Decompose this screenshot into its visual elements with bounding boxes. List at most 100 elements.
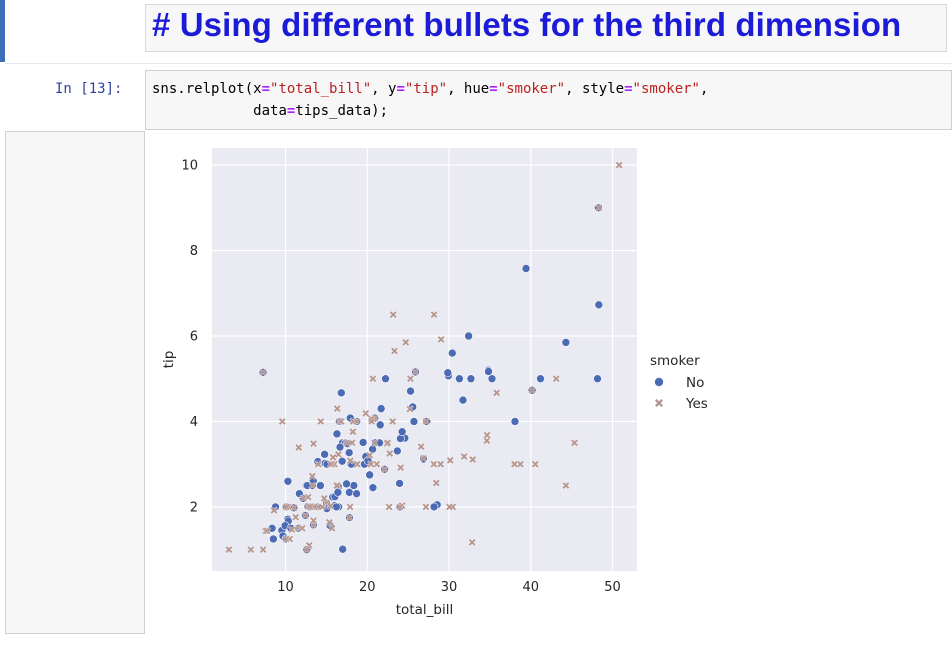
point-yes bbox=[385, 449, 394, 458]
point-no bbox=[487, 374, 497, 384]
point-no bbox=[358, 438, 368, 447]
y-tick-label: 10 bbox=[181, 159, 198, 174]
point-no bbox=[283, 476, 293, 486]
legend-no-label: No bbox=[686, 375, 704, 391]
point-no bbox=[593, 374, 602, 384]
point-no bbox=[397, 427, 407, 437]
point-yes bbox=[380, 465, 389, 474]
point-yes bbox=[422, 417, 431, 426]
point-yes bbox=[345, 513, 354, 522]
point-yes bbox=[308, 481, 317, 490]
point-yes bbox=[562, 481, 570, 490]
point-no bbox=[455, 374, 464, 384]
scatter-plot: 10 20 30 40 50 2 4 6 8 10 total_bill tip smoker N… bbox=[152, 138, 732, 628]
point-no bbox=[332, 429, 342, 439]
point-yes bbox=[337, 417, 346, 426]
point-no bbox=[344, 448, 354, 457]
point-no bbox=[333, 488, 343, 497]
point-yes bbox=[516, 460, 525, 469]
legend: smoker No Yes bbox=[650, 353, 708, 412]
markdown-cell[interactable]: # Using different bullets for the third … bbox=[0, 0, 952, 62]
point-yes bbox=[301, 511, 310, 520]
point-no bbox=[368, 483, 378, 492]
point-no bbox=[443, 368, 453, 378]
point-yes bbox=[294, 443, 303, 452]
point-yes bbox=[259, 368, 267, 377]
point-yes bbox=[396, 503, 404, 511]
point-yes bbox=[278, 417, 287, 426]
point-yes bbox=[298, 524, 307, 533]
point-no bbox=[381, 374, 390, 384]
point-yes bbox=[411, 368, 420, 376]
markdown-heading-text: # Using different bullets for the third … bbox=[152, 6, 902, 43]
point-yes bbox=[367, 460, 375, 469]
x-tick-label: 20 bbox=[359, 580, 376, 595]
point-yes bbox=[401, 338, 410, 347]
point-yes bbox=[314, 460, 323, 469]
point-no bbox=[345, 488, 354, 497]
point-no bbox=[342, 479, 351, 489]
point-yes bbox=[302, 545, 311, 554]
point-no bbox=[349, 481, 359, 490]
x-tick-label: 40 bbox=[522, 580, 539, 595]
point-yes bbox=[369, 374, 377, 383]
code-line-1: sns.relplot(x="total_bill", y="tip", hue… bbox=[152, 81, 709, 97]
point-no bbox=[320, 450, 329, 459]
y-tick-label: 6 bbox=[190, 330, 198, 345]
point-yes bbox=[370, 438, 379, 447]
code-editor[interactable] bbox=[145, 70, 952, 130]
point-no bbox=[521, 264, 531, 273]
cell-divider bbox=[5, 63, 952, 64]
point-yes bbox=[309, 516, 318, 525]
point-no bbox=[335, 442, 345, 452]
y-axis-label: tip bbox=[161, 351, 177, 369]
point-yes bbox=[346, 503, 354, 511]
point-yes bbox=[468, 538, 477, 547]
point-yes bbox=[615, 161, 623, 169]
point-no bbox=[395, 479, 404, 488]
point-yes bbox=[291, 513, 300, 522]
x-tick-label: 30 bbox=[441, 580, 458, 595]
point-yes bbox=[430, 310, 438, 319]
point-yes bbox=[282, 535, 291, 543]
point-yes bbox=[332, 481, 341, 490]
point-yes bbox=[422, 503, 430, 511]
point-no bbox=[484, 367, 493, 376]
x-tick-label: 10 bbox=[277, 580, 294, 595]
point-yes bbox=[419, 454, 428, 463]
plot-background bbox=[212, 148, 637, 571]
point-yes bbox=[259, 545, 267, 554]
input-prompt: In [13]: bbox=[55, 81, 123, 97]
point-no bbox=[510, 417, 520, 426]
point-no bbox=[536, 374, 545, 384]
point-no bbox=[447, 348, 457, 358]
legend-yes-label: Yes bbox=[685, 396, 708, 412]
point-yes bbox=[594, 203, 603, 212]
point-yes bbox=[282, 503, 291, 511]
point-yes bbox=[333, 404, 342, 413]
x-axis-label: total_bill bbox=[396, 602, 453, 618]
point-yes bbox=[468, 455, 477, 464]
point-no bbox=[375, 420, 385, 430]
point-yes bbox=[318, 503, 327, 511]
markdown-editor[interactable] bbox=[145, 4, 947, 52]
point-yes bbox=[492, 388, 501, 397]
legend-no-marker bbox=[654, 377, 664, 387]
point-no bbox=[458, 395, 468, 405]
point-no bbox=[352, 489, 361, 498]
y-tick-label: 8 bbox=[190, 244, 198, 259]
point-yes bbox=[361, 409, 370, 418]
point-no bbox=[464, 331, 473, 341]
point-yes bbox=[328, 524, 336, 533]
cell-selection-bar bbox=[0, 0, 5, 62]
point-yes bbox=[406, 374, 415, 383]
point-yes bbox=[388, 417, 397, 426]
point-yes bbox=[385, 503, 393, 511]
point-no bbox=[337, 456, 347, 466]
point-yes bbox=[299, 494, 308, 503]
point-no bbox=[594, 300, 604, 310]
point-yes bbox=[570, 438, 579, 447]
output-prompt-area[interactable] bbox=[5, 131, 145, 634]
point-no bbox=[406, 386, 415, 396]
point-yes bbox=[445, 503, 454, 511]
